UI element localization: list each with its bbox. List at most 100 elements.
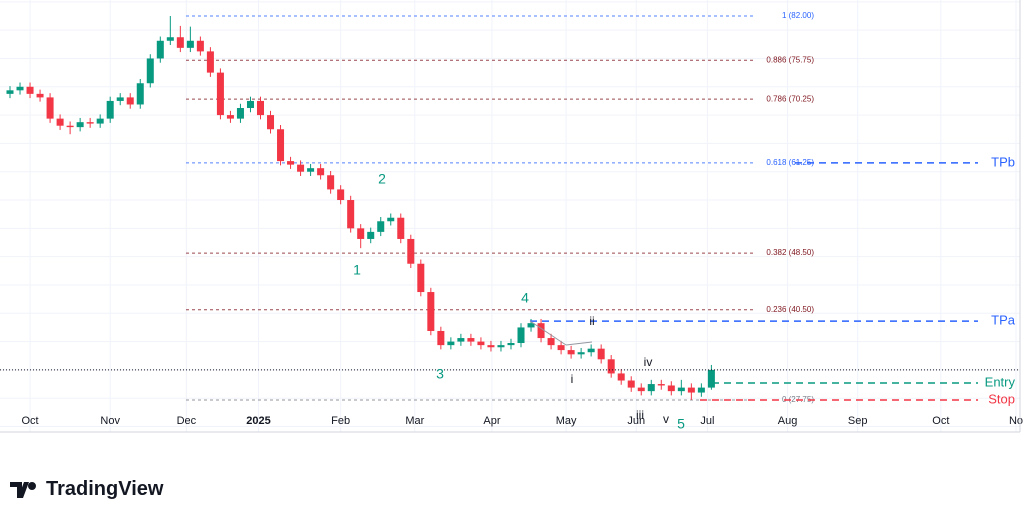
x-tick-label: Apr [483,415,500,427]
wave-label: iv [644,355,653,369]
candle-body [76,122,84,128]
candle-body [246,100,254,109]
candle-body [587,348,595,353]
candle-body [146,58,154,84]
candle-body [106,100,114,119]
candle-body [337,189,345,201]
candle-body [477,341,485,346]
candle-body [637,387,645,392]
fib-label: 0.382 (48.50) [766,248,814,257]
candle-body [96,118,104,124]
candle-body [367,231,375,239]
candle-body [627,380,635,388]
wave-label: 5 [677,416,685,432]
candle-body [607,359,615,374]
candle-body [437,330,445,346]
wave-label: ii [589,314,594,328]
candle-body [397,217,405,239]
candle-body [36,93,44,98]
candle-body [457,338,465,342]
candle-body [46,97,54,119]
candle-body [196,40,204,52]
candle-body [116,97,124,101]
candle-body [507,343,515,346]
candle-body [126,97,134,105]
candle-body [6,90,14,94]
fib-label: 0.786 (70.25) [766,94,814,103]
candle-body [487,345,495,348]
candle-body [277,129,285,162]
candle-body [447,341,455,346]
wave-line [529,320,567,346]
candle-body [236,108,244,119]
trade-label: TPb [991,154,1015,169]
x-tick-label: No [1009,415,1023,427]
candle-body [647,384,655,392]
candle-body [497,345,505,348]
candle-body [206,51,214,73]
candle-body [527,323,535,328]
x-tick-label: May [556,415,577,427]
candle-body [317,168,325,176]
x-tick-label: Dec [177,415,197,427]
candle-body [557,345,565,351]
candle-body [307,168,315,172]
x-tick-label: Mar [405,415,424,427]
candle-body [657,384,665,386]
trade-label: Entry [985,374,1016,389]
candle-body [697,387,705,393]
candle-body [687,387,695,393]
candle-body [597,348,605,360]
x-tick-label: Nov [100,415,120,427]
x-tick-label: Feb [331,415,350,427]
x-tick-label: Sep [848,415,868,427]
candle-body [287,161,295,165]
candle-body [216,72,224,116]
wave-label: 3 [436,366,444,382]
x-tick-label: Oct [21,415,38,427]
x-tick-label: Jul [700,415,714,427]
candle-body [517,327,525,344]
candle-body [327,175,335,190]
chart: Oct Nov Dec 2025 Feb Mar Apr May Jun Jul Aug Sep Oct… [0,0,1023,433]
fib-label: 0.236 (40.50) [766,305,814,314]
wave-line [565,341,593,346]
candle-body [617,373,625,381]
candle-body [677,387,685,392]
candle-body [297,164,305,172]
candle-body [417,263,425,293]
candle-body [467,338,475,342]
candle-body [667,385,675,392]
fib-label: 0.618 (61.25) [766,158,814,167]
brand: TradingView [10,478,163,501]
brand-name: TradingView [46,478,164,500]
candle-body [136,83,144,105]
candle-body [267,115,275,130]
x-tick-label: Aug [778,415,798,427]
wave-label: i [571,372,574,386]
brand-logo [10,481,36,498]
candle-body [407,238,415,264]
candle-body [256,100,265,116]
fib-label: 1 (82.00) [782,11,814,20]
trade-label: TPa [991,313,1016,328]
candle-body [427,292,435,331]
candle-body [707,369,715,388]
candle-body [547,338,555,346]
candle-body [186,40,194,48]
x-tick-label: 2025 [246,415,270,427]
candle-body [537,323,545,339]
wave-label: iii [636,408,644,422]
x-tick-label: Jun [627,415,645,427]
trade-label: Stop [988,391,1015,406]
candle-body [377,221,385,232]
wave-label: 4 [521,290,529,306]
candle-body [226,115,234,119]
fib-label: 0.886 (75.75) [766,55,814,64]
candle-body [347,200,355,229]
candle-body [16,86,24,91]
wave-label: v [663,412,669,426]
candle-body [56,118,64,126]
candle-body [156,40,164,59]
candle-body [577,352,585,355]
